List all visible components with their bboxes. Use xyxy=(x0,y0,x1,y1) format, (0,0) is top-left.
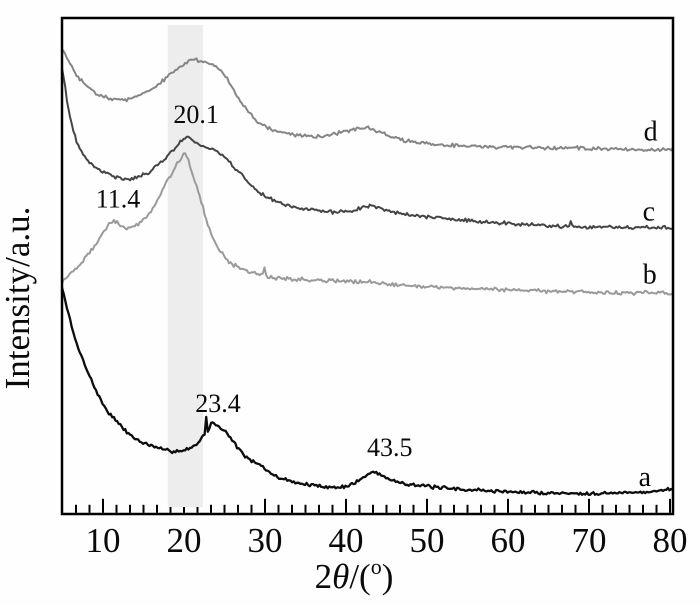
axis-labels-layer: Intensity/a.u. 2θ/(o) xyxy=(0,207,393,596)
series-d-label: d xyxy=(644,117,658,148)
x-axis-tick-label: 20 xyxy=(167,521,202,560)
series-c-curve xyxy=(63,68,672,231)
x-axis-label-part: o xyxy=(371,554,382,579)
x-axis-label-part: 2 xyxy=(315,557,333,596)
highlight-band xyxy=(167,25,203,507)
peak-annotation: 20.1 xyxy=(173,100,219,129)
x-axis-label: 2θ/(o) xyxy=(315,554,394,596)
series-c-label: c xyxy=(643,196,655,227)
peak-annotation: 23.4 xyxy=(195,389,241,418)
x-axis-tick-label: 10 xyxy=(86,521,121,560)
y-axis-label: Intensity/a.u. xyxy=(0,207,37,390)
x-axis-tick-label: 40 xyxy=(329,521,364,560)
x-axis-label-part: /( xyxy=(349,557,370,596)
x-axis-tick-label: 70 xyxy=(572,521,607,560)
curves-layer xyxy=(63,48,672,496)
annotations-layer: 20.1 11.4 23.4 43.5 xyxy=(96,100,413,462)
x-axis-label-part: θ xyxy=(332,557,349,596)
series-b-curve xyxy=(63,152,672,296)
tick-labels-layer: 10 20 30 40 50 60 70 80 xyxy=(86,521,688,560)
series-d-curve xyxy=(63,48,672,153)
series-a-curve xyxy=(63,287,672,496)
x-axis-tick-label: 30 xyxy=(248,521,283,560)
highlight-band-layer xyxy=(167,25,203,507)
x-axis-label-part: ) xyxy=(382,557,394,596)
x-axis-tick-label: 50 xyxy=(410,521,445,560)
series-a-label: a xyxy=(639,462,652,493)
series-b-label: b xyxy=(643,259,657,290)
peak-annotation: 43.5 xyxy=(367,433,413,462)
plot-frame xyxy=(60,16,675,516)
series-labels-layer: a b c d xyxy=(639,117,658,494)
x-axis-tick-label: 60 xyxy=(491,521,526,560)
x-axis-ticks-layer xyxy=(75,498,671,513)
x-axis-tick-label: 80 xyxy=(653,521,688,560)
peak-annotation: 11.4 xyxy=(96,184,141,213)
plot-frame-layer xyxy=(60,16,675,516)
